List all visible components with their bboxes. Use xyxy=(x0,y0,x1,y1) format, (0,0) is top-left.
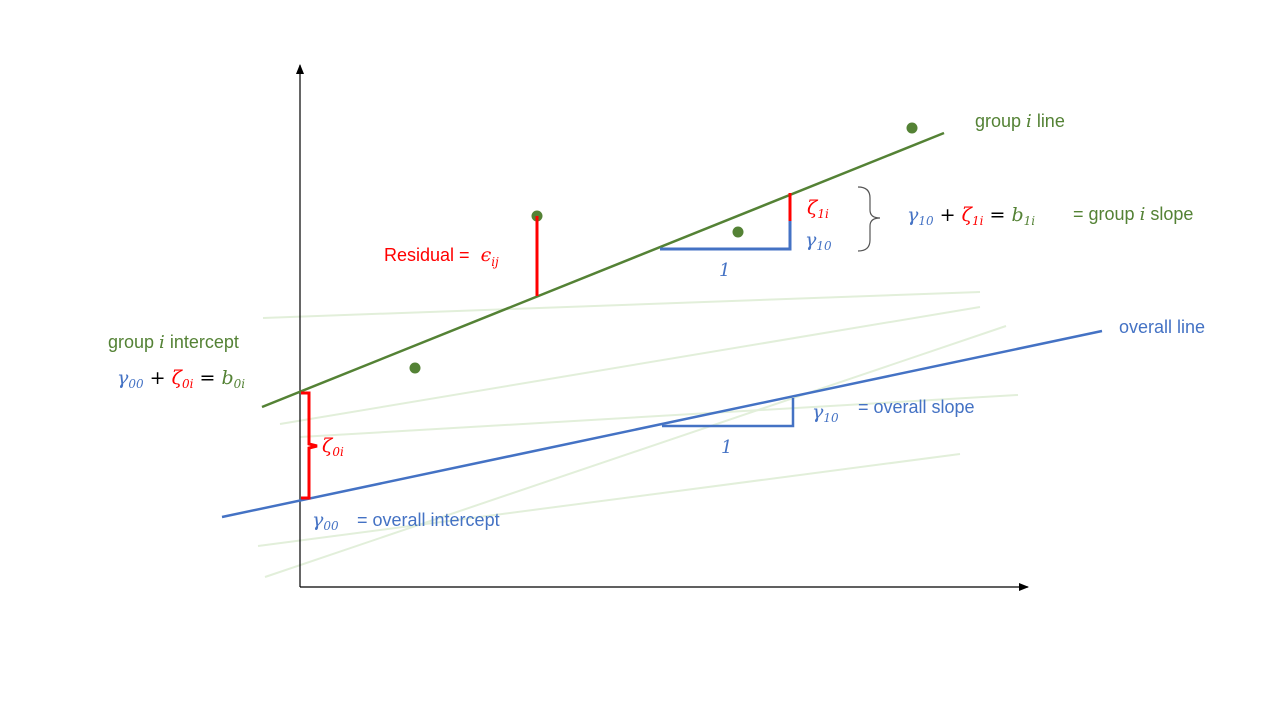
overall-slope-label: = overall slope xyxy=(858,397,975,417)
gamma-10-group-label: γ10 xyxy=(805,229,832,253)
residual-label: Residual = ϵij xyxy=(384,244,499,269)
overall-line-label: overall line xyxy=(1119,317,1205,337)
group-intercept-label: group i intercept xyxy=(108,332,239,353)
faint-group-line xyxy=(279,306,981,425)
group-intercept-equation: γ00 + ζ0i = b0i xyxy=(117,367,245,391)
faint-group-line xyxy=(264,325,1007,578)
faint-group-line xyxy=(299,394,1019,438)
group-data-points xyxy=(409,122,918,374)
other-group-lines xyxy=(257,291,1019,578)
zeta-0i-label: ζ0i xyxy=(322,435,344,459)
data-point xyxy=(906,122,918,134)
faint-group-line xyxy=(262,291,981,319)
overall-slope-triangle xyxy=(662,398,795,428)
group-line xyxy=(261,131,945,409)
group-run-label: 1 xyxy=(719,260,730,281)
group-slope-text: = group i slope xyxy=(1073,204,1193,225)
group-line-label: group i line xyxy=(975,111,1065,132)
group-slope-equation: γ10 + ζ1i = b1i xyxy=(907,204,1035,228)
data-point xyxy=(409,362,421,374)
slope-equation-brace xyxy=(857,186,881,252)
intercept-deviation-brace xyxy=(301,391,318,500)
data-point xyxy=(732,226,744,238)
faint-group-line xyxy=(257,453,961,547)
group-slope-triangle xyxy=(660,221,792,251)
gamma-00-label: γ00 xyxy=(312,509,339,533)
overall-line xyxy=(221,329,1103,519)
overall-run-label: 1 xyxy=(721,437,732,458)
gamma-10-overall-label: γ10 xyxy=(812,401,839,425)
overall-intercept-label: = overall intercept xyxy=(357,510,500,530)
zeta-1i-label: ζ1i xyxy=(807,197,829,221)
